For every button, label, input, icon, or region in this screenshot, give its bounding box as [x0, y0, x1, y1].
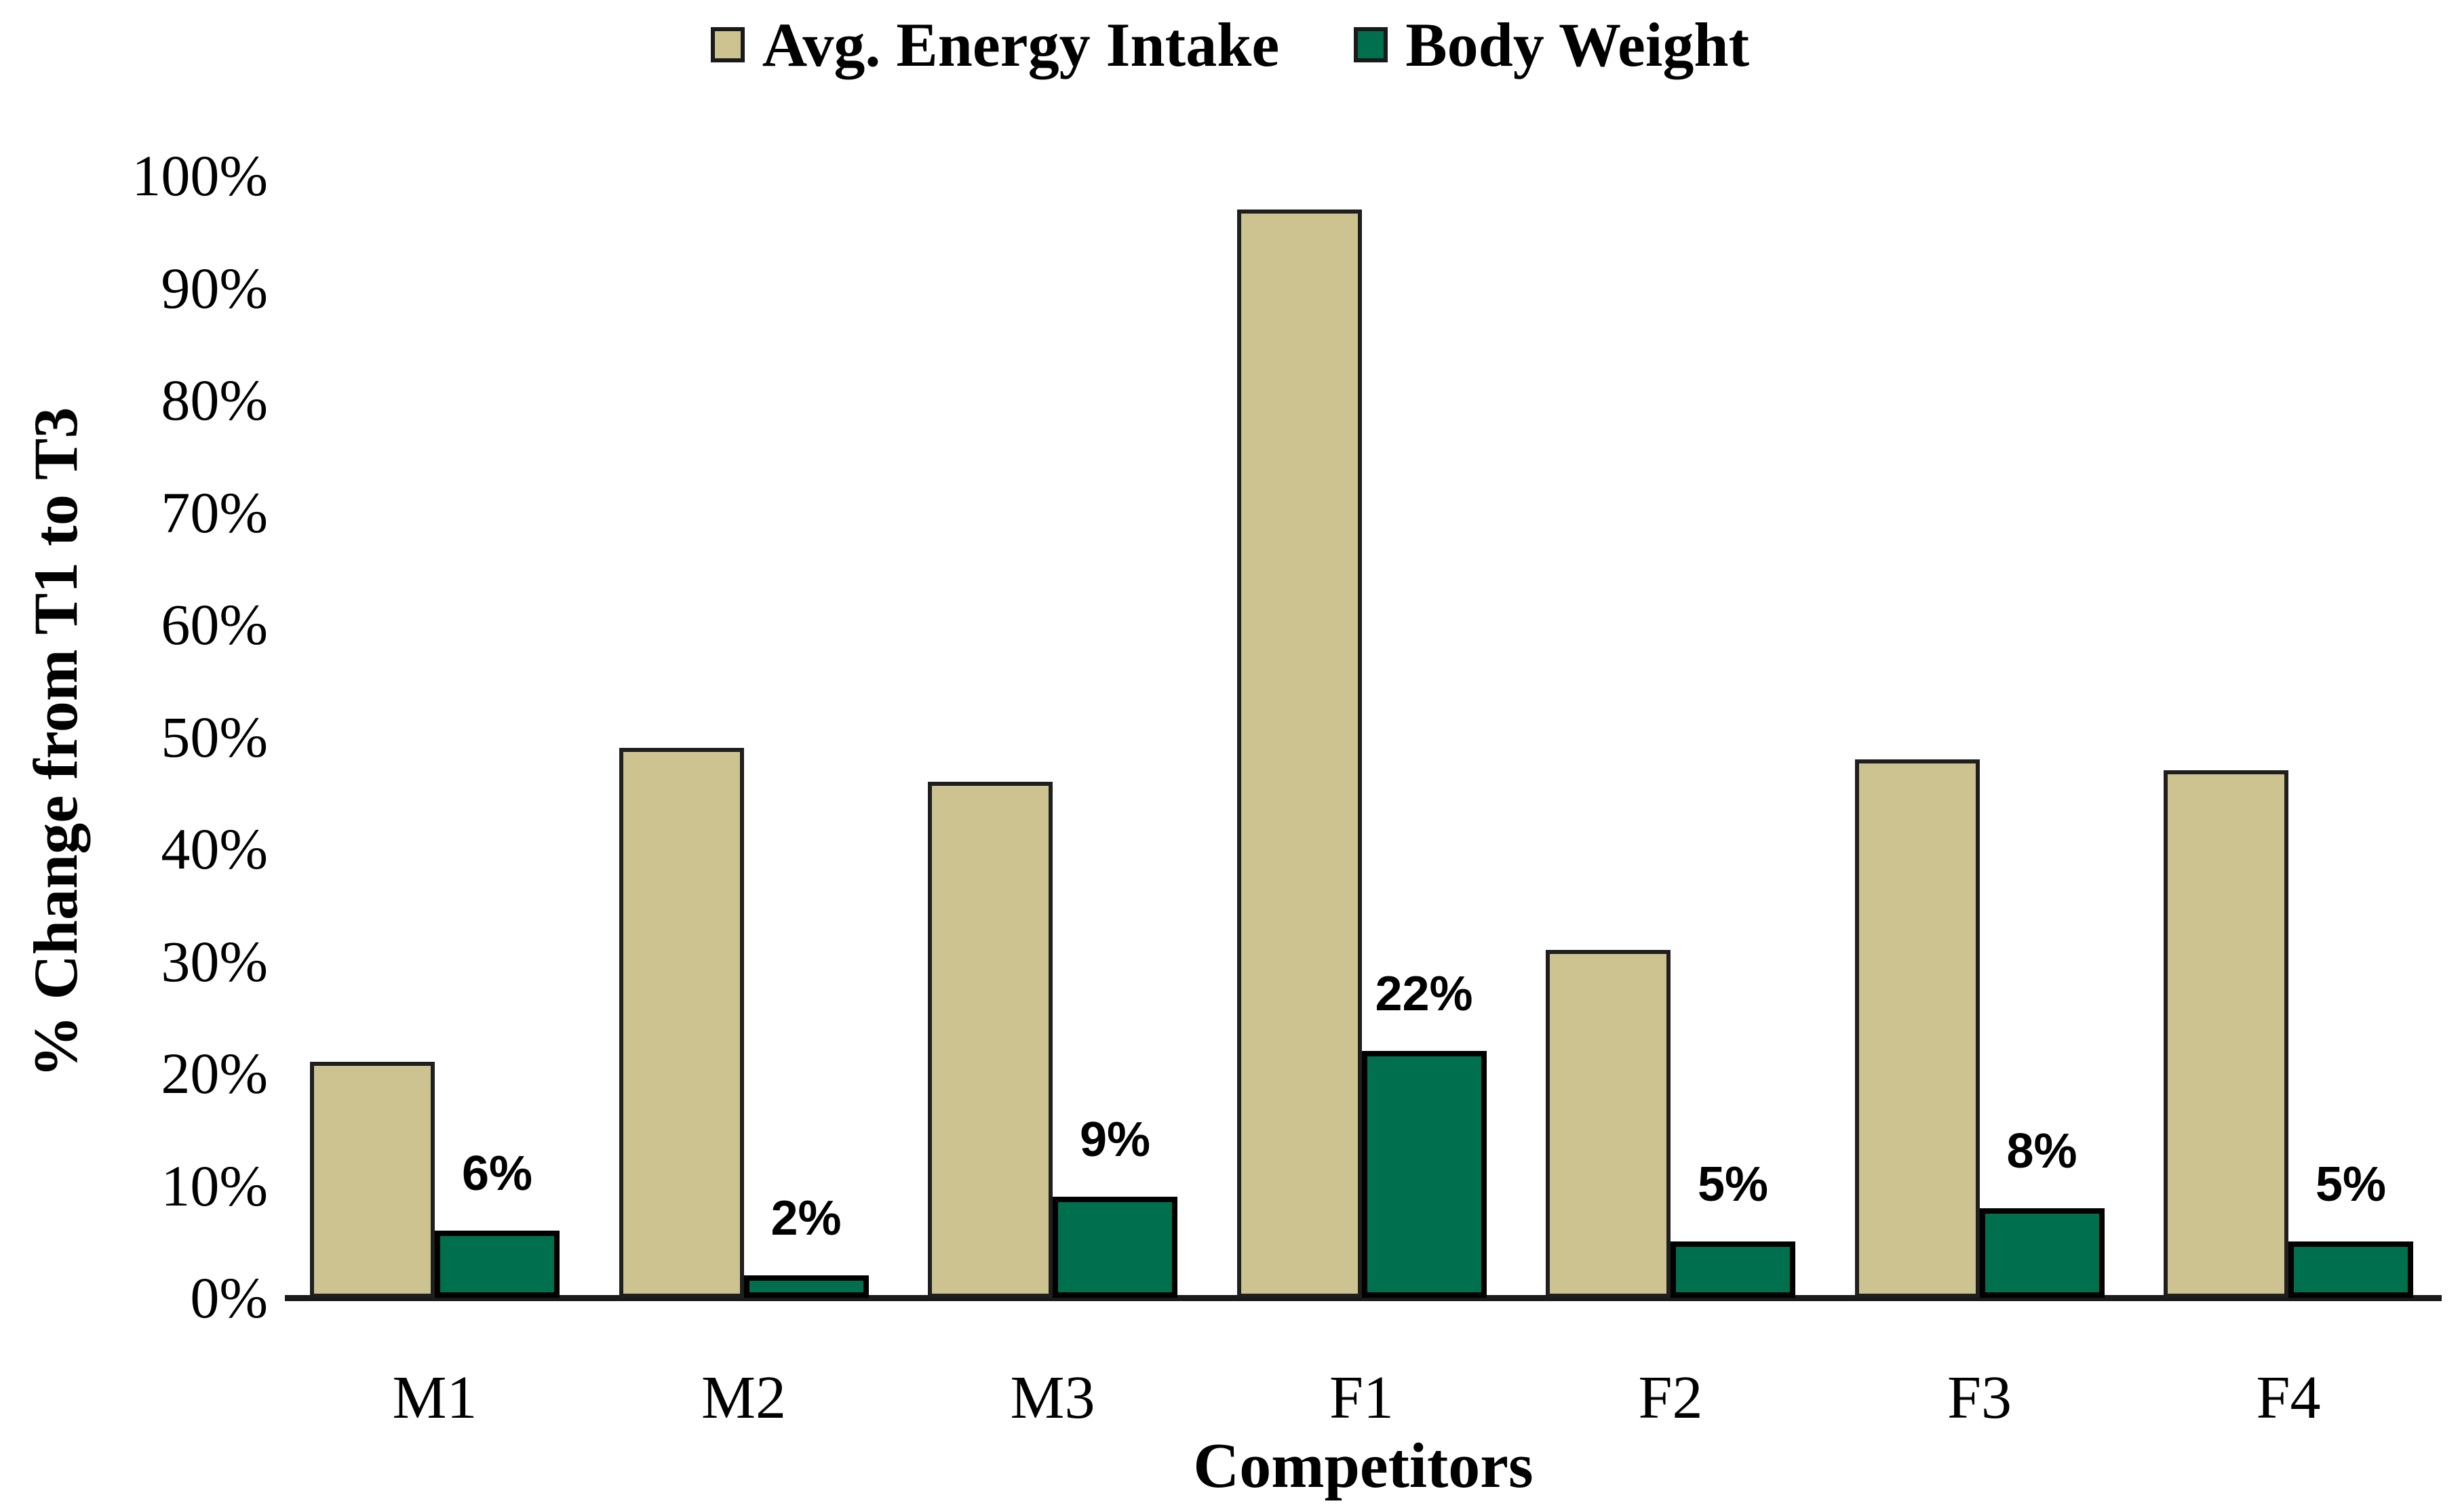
x-category-label-m1: M1	[392, 1364, 477, 1431]
bar-energy-f1	[1236, 209, 1362, 1298]
y-tick-label: 90%	[161, 255, 268, 321]
legend-label-body: Body Weight	[1405, 10, 1750, 79]
bar-energy-m1	[310, 1062, 435, 1298]
chart-legend: Avg. Energy Intake Body Weight	[0, 14, 2460, 76]
bar-body-weight-f3	[1979, 1208, 2105, 1298]
bar-energy-m3	[928, 781, 1053, 1298]
data-label-body-weight-m2: 2%	[770, 1191, 842, 1246]
legend-item-energy: Avg. Energy Intake	[710, 10, 1280, 79]
bar-energy-m2	[619, 748, 744, 1298]
bar-energy-f2	[1546, 949, 1671, 1298]
legend-item-body: Body Weight	[1354, 14, 1749, 76]
y-tick-label: 80%	[161, 367, 268, 433]
y-tick-label: 40%	[161, 816, 268, 881]
bar-body-weight-m3	[1053, 1197, 1177, 1298]
data-label-body-weight-m1: 6%	[461, 1146, 533, 1201]
legend-label-energy: Avg. Energy Intake	[762, 10, 1280, 79]
bar-energy-f4	[2164, 770, 2288, 1298]
y-tick-label: 30%	[161, 928, 268, 994]
y-tick-label: 50%	[161, 704, 268, 770]
x-category-label-f4: F4	[2256, 1364, 2321, 1431]
bar-body-weight-m2	[743, 1275, 869, 1298]
bar-body-weight-f1	[1361, 1050, 1487, 1298]
x-category-label-f3: F3	[1947, 1364, 2012, 1431]
x-category-label-m3: M3	[1010, 1364, 1095, 1431]
data-label-body-weight-f3: 8%	[2006, 1123, 2077, 1178]
y-tick-label: 60%	[161, 592, 268, 657]
bar-energy-f3	[1854, 759, 1980, 1298]
x-category-label-f1: F1	[1329, 1364, 1394, 1431]
body-weight-swatch-icon	[1354, 27, 1388, 62]
data-label-body-weight-f1: 22%	[1375, 966, 1473, 1021]
x-category-label-m2: M2	[701, 1364, 787, 1431]
data-label-body-weight-m3: 9%	[1079, 1113, 1151, 1168]
bar-body-weight-f4	[2288, 1241, 2413, 1298]
energy-swatch-icon	[710, 27, 745, 62]
bar-body-weight-m1	[435, 1230, 560, 1298]
bar-body-weight-f2	[1671, 1241, 1795, 1298]
x-axis-line	[285, 1295, 2442, 1301]
x-axis-title: Competitors	[1193, 1431, 1534, 1501]
y-tick-label: 10%	[161, 1153, 268, 1218]
data-label-body-weight-f2: 5%	[1697, 1157, 1769, 1212]
y-tick-label: 70%	[161, 479, 268, 545]
y-tick-label: 20%	[161, 1041, 268, 1106]
x-category-label-f2: F2	[1638, 1364, 1703, 1431]
y-tick-label: 0%	[190, 1265, 268, 1330]
data-label-body-weight-f4: 5%	[2315, 1157, 2387, 1212]
y-tick-label: 100%	[132, 143, 268, 208]
